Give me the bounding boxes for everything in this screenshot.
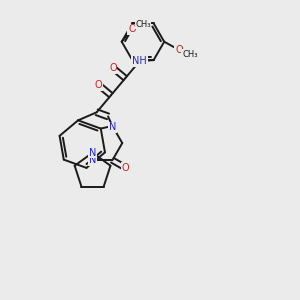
- Text: NH: NH: [132, 56, 147, 66]
- Text: O: O: [122, 163, 129, 173]
- Text: CH₃: CH₃: [135, 20, 151, 28]
- Text: CH₃: CH₃: [182, 50, 198, 59]
- Text: O: O: [95, 80, 102, 90]
- Text: N: N: [109, 122, 116, 132]
- Text: N: N: [89, 155, 96, 165]
- Text: O: O: [175, 45, 183, 55]
- Text: O: O: [109, 63, 117, 73]
- Text: N: N: [89, 148, 96, 158]
- Text: O: O: [128, 24, 136, 34]
